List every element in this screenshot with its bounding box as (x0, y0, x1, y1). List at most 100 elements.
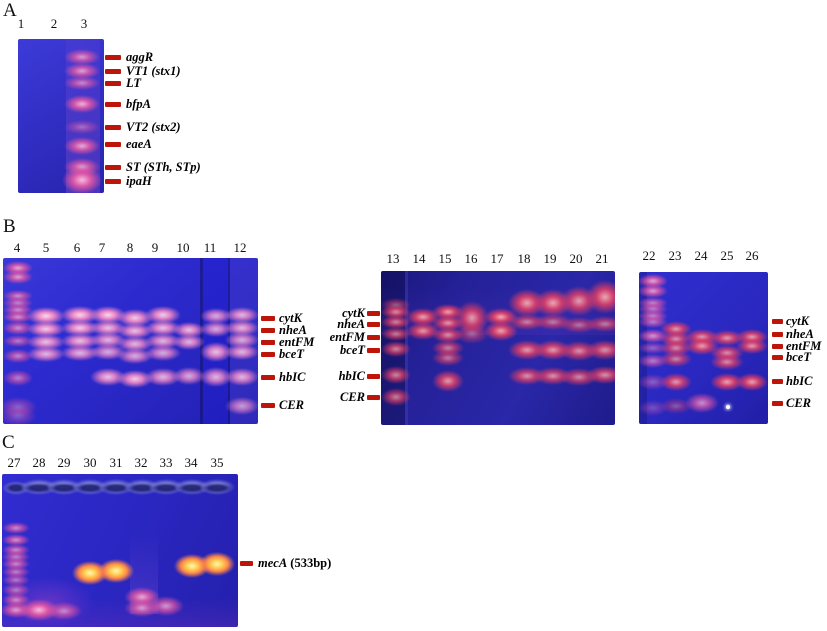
gel-band (431, 350, 465, 366)
marker-label-bcet: bceT (279, 346, 304, 362)
gel-band (145, 368, 181, 386)
gel-band (145, 306, 181, 324)
gel-band (3, 370, 33, 386)
gel-band (431, 370, 465, 392)
marker-tick-bcet (367, 348, 380, 353)
lane-number-22: 22 (642, 248, 656, 263)
gel-band (145, 333, 181, 349)
gel-band (172, 334, 206, 350)
gel-band (710, 354, 744, 370)
gel-band (90, 368, 126, 386)
gel-band (63, 49, 101, 65)
marker-label-lt: LT (126, 75, 141, 91)
gene-name: bceT (340, 343, 365, 357)
gene-name: entFM (279, 335, 315, 349)
gel-band (27, 321, 65, 337)
gel-band (639, 316, 668, 328)
gel-band (710, 373, 744, 391)
gel-band (27, 334, 65, 350)
gel-band (484, 321, 518, 341)
lane-number-16: 16 (464, 251, 478, 266)
gel-band (3, 397, 37, 417)
lane-number-5: 5 (42, 240, 50, 255)
lane-number-31: 31 (109, 455, 123, 470)
gel-exposure-strip (381, 287, 615, 335)
gel-band (455, 301, 489, 335)
gel-band (586, 340, 615, 360)
marker-tick-st-sth-stp (105, 165, 121, 170)
gene-name: eaeA (126, 137, 152, 151)
gel-band (75, 483, 105, 493)
gel-band (61, 333, 99, 349)
gel-exposure-strip (405, 271, 408, 425)
gel-band (225, 344, 258, 360)
gel-exposure-strip (2, 598, 238, 627)
lane-number-14: 14 (412, 251, 426, 266)
gel-band (124, 587, 160, 607)
gene-name: hbIC (786, 374, 813, 388)
gel-band (172, 367, 206, 385)
gel-band (2, 481, 30, 495)
lane-number-13: 13 (386, 251, 400, 266)
gel-band (2, 566, 31, 578)
gel-band (63, 158, 101, 176)
gel-band (560, 317, 598, 333)
gel-band (455, 324, 489, 344)
marker-label-ipah: ipaH (126, 173, 152, 189)
gel-band (225, 332, 258, 348)
marker-label-cytk: cytK (342, 305, 365, 321)
marker-label-cytk: cytK (279, 310, 302, 326)
gel-band (639, 329, 668, 343)
gel-band (2, 583, 31, 597)
gene-name: entFM (329, 330, 365, 344)
gel-band (90, 332, 126, 348)
gel-band (3, 304, 33, 316)
dust-speck (726, 405, 730, 409)
gel-photo-panel-b-middle (381, 271, 615, 425)
gel-band (685, 337, 719, 355)
gel-band (639, 274, 668, 288)
gel-band (200, 308, 232, 324)
gel-band (18, 599, 60, 621)
gene-name: VT1 (stx1) (126, 64, 181, 78)
lane-number-8: 8 (126, 240, 134, 255)
gel-band (3, 321, 33, 335)
marker-tick-entfm (772, 344, 783, 349)
gel-band (116, 336, 154, 352)
gene-name: CER (339, 390, 365, 404)
marker-label-bcet: bceT (786, 349, 811, 365)
gel-band (685, 393, 719, 413)
gel-band (172, 322, 206, 338)
lane-number-25: 25 (720, 248, 734, 263)
gel-band (639, 342, 668, 354)
gel-band (225, 397, 258, 415)
gel-band (61, 320, 99, 336)
gel-band (534, 340, 572, 360)
gel-photo-panel-c (2, 474, 238, 627)
marker-label-cer: CER (786, 395, 811, 411)
gel-band (659, 331, 693, 347)
gel-band (116, 323, 154, 339)
gel-band (3, 406, 37, 424)
gel-band (116, 309, 154, 327)
gel-band (63, 95, 101, 113)
lane-number-30: 30 (83, 455, 97, 470)
lane-number-27: 27 (7, 455, 21, 470)
marker-tick-bfpa (105, 102, 121, 107)
gel-band (2, 534, 31, 546)
gel-band (98, 479, 134, 495)
panel-letter-c: C (2, 432, 15, 453)
gel-band (431, 315, 465, 331)
lane-number-11: 11 (203, 240, 217, 255)
gel-band (49, 483, 79, 493)
gene-name: aggR (126, 50, 154, 64)
gel-band (3, 335, 33, 347)
lane-number-2: 2 (50, 16, 58, 31)
gel-band (2, 602, 33, 618)
gel-band (202, 483, 232, 493)
marker-label-hbic: hbIC (279, 369, 305, 385)
gel-exposure-strip (66, 39, 100, 193)
gel-band (381, 366, 411, 384)
gene-name: bfpA (126, 97, 151, 111)
marker-tick-hbic (367, 374, 380, 379)
